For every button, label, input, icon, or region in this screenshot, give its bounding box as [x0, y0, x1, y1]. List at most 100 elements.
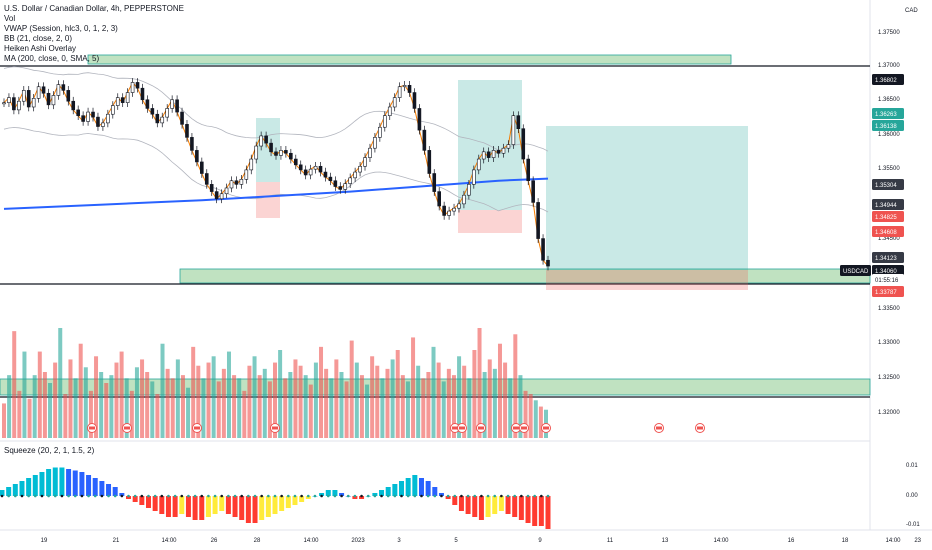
price-tag [872, 179, 904, 190]
legend-ma[interactable]: MA (200, close, 0, SMA, 5) [4, 54, 100, 63]
position-target-1[interactable] [256, 118, 280, 182]
squeeze-bar [438, 493, 444, 496]
candle-body [462, 194, 466, 205]
squeeze-dot [213, 494, 217, 498]
squeeze-bar [385, 487, 391, 496]
volume-bar [303, 375, 308, 438]
position-target-3[interactable] [546, 126, 748, 270]
candle-body [407, 85, 412, 93]
volume-bar [411, 337, 416, 438]
squeeze-bar [412, 475, 418, 496]
price-tag-label: 1.34123 [875, 256, 897, 262]
candle-body [17, 100, 21, 111]
candle-body [264, 135, 268, 144]
candle-body [21, 90, 26, 102]
candle-body [12, 97, 16, 111]
volume-bar [104, 383, 109, 438]
squeeze-dot [273, 494, 277, 498]
volume-bar [273, 362, 277, 438]
position-stop-1[interactable] [256, 182, 280, 218]
volume-bar [216, 381, 221, 438]
price-axis[interactable]: 1.375001.370001.365001.360001.355001.350… [878, 8, 920, 528]
candle-body [106, 113, 110, 124]
flag-stripe [89, 426, 95, 430]
candle-body [343, 183, 348, 190]
squeeze-dot [67, 494, 70, 498]
volume-bar [206, 362, 211, 438]
squeeze-histogram [0, 467, 551, 529]
volume-bar [390, 359, 395, 438]
symbol-tag-label: USDCAD [843, 269, 869, 275]
squeeze-dot [373, 494, 377, 498]
time-axis[interactable]: 19 21 14:00 26 28 14:00 2023 3 5 9 11 13 14:00 16 18 14… [41, 538, 922, 544]
position-stop-2[interactable] [458, 210, 522, 233]
time-tick: 14:00 [161, 538, 177, 544]
squeeze-legend[interactable]: Squeeze (20, 2, 1, 1.5, 2) [4, 446, 95, 455]
candle-body [175, 99, 179, 113]
price-tag-label: 1.36802 [875, 78, 897, 84]
squeeze-dot [207, 494, 210, 498]
squeeze-bar [399, 481, 405, 496]
squeeze-bar [265, 496, 271, 517]
candle-body [269, 142, 273, 153]
volume-bar [175, 359, 180, 438]
time-tick: 2023 [351, 538, 365, 544]
squeeze-bar [532, 496, 538, 526]
squeeze-bar [106, 484, 112, 496]
squeeze-dot [173, 494, 177, 498]
candle-body [491, 150, 496, 158]
volume-bar [53, 362, 58, 438]
candle-body [303, 169, 308, 176]
squeeze-dot [393, 494, 397, 498]
candle-body [402, 85, 407, 88]
volume-bar [247, 365, 252, 438]
candle-body [348, 177, 352, 184]
symbol-title[interactable]: U.S. Dollar / Canadian Dollar, 4h, PEPPE… [4, 4, 184, 13]
flag-stripe [478, 426, 484, 430]
squeeze-bar [59, 467, 65, 496]
volume-bar [324, 368, 329, 438]
squeeze-bar [372, 493, 378, 496]
price-tag [872, 120, 904, 131]
legend-bb[interactable]: BB (21, close, 2, 0) [4, 34, 73, 43]
candle-body [541, 238, 545, 261]
squeeze-dot [280, 494, 283, 498]
squeeze-bar [152, 496, 158, 511]
flag-stripe [513, 426, 519, 430]
squeeze-bar [192, 496, 198, 520]
squeeze-bar [132, 496, 138, 502]
price-tag [872, 199, 904, 210]
legend-vwap[interactable]: VWAP (Session, hlc3, 0, 1, 2, 3) [4, 24, 118, 33]
legend-heiken[interactable]: Heiken Ashi Overlay [4, 44, 77, 53]
volume-bar [503, 362, 508, 438]
squeeze-dot [33, 494, 37, 498]
candle-body [86, 111, 90, 122]
squeeze-bar [392, 484, 398, 496]
resistance-zone[interactable] [87, 54, 732, 65]
candle-body [298, 164, 303, 171]
volume-bar [405, 381, 410, 438]
support-zone[interactable] [179, 268, 871, 284]
volume-bar [354, 362, 359, 438]
flag-stripe [656, 426, 662, 430]
legend-vol[interactable]: Vol [4, 14, 16, 23]
volume-bar [252, 356, 257, 438]
squeeze-dot [133, 494, 137, 498]
squeeze-bar [492, 496, 498, 514]
price-tag-label: 1.33787 [875, 290, 897, 296]
squeeze-dot [40, 494, 44, 498]
price-tick: 1.37000 [878, 63, 900, 69]
position-stop-3[interactable] [546, 270, 748, 290]
candle-body [165, 108, 169, 118]
candle-body [397, 86, 402, 98]
volume-bar [145, 372, 150, 438]
squeeze-dot [493, 494, 497, 498]
volume-bar [73, 378, 78, 438]
squeeze-bar [452, 496, 458, 505]
volume-bar [17, 390, 22, 438]
time-tick: 14:00 [303, 538, 319, 544]
squeeze-dot [413, 494, 417, 498]
candle-body [422, 129, 427, 151]
squeeze-dot [446, 494, 450, 498]
